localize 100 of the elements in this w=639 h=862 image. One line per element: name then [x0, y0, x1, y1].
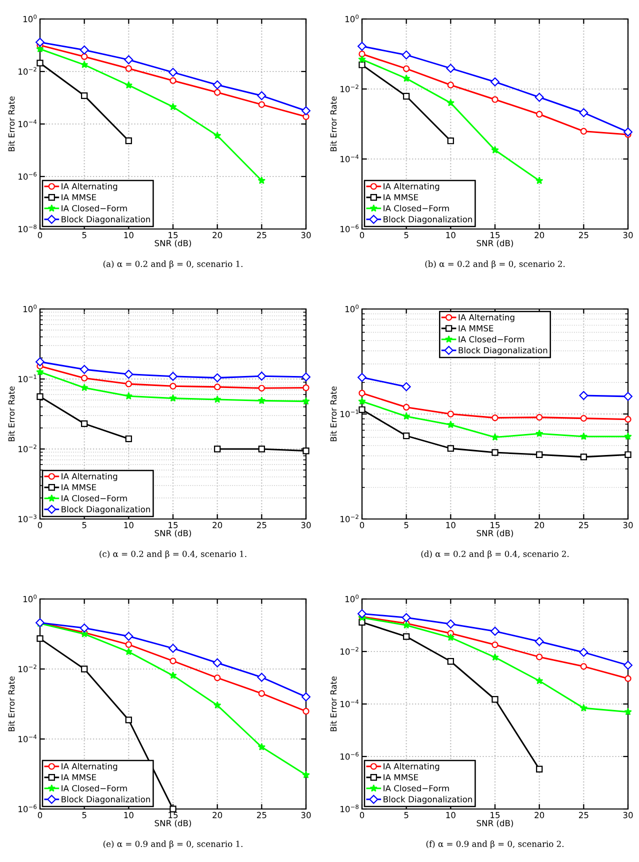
legend-label: IA Closed−Form — [384, 204, 449, 212]
y-tick-label: 10$^{−6}$ — [340, 752, 359, 760]
point — [624, 675, 632, 682]
point — [491, 146, 499, 154]
point — [491, 433, 499, 441]
point — [403, 633, 410, 640]
y-axis-title: Bit Error Rate — [330, 386, 337, 442]
point — [213, 395, 222, 403]
point — [624, 392, 632, 401]
point — [446, 420, 455, 428]
point — [402, 382, 411, 392]
point — [579, 108, 588, 118]
point — [124, 632, 134, 641]
point — [492, 696, 498, 703]
point — [490, 77, 500, 86]
point — [580, 414, 587, 422]
point — [258, 690, 265, 697]
x-tick-label: 10 — [446, 812, 456, 818]
point — [81, 666, 88, 672]
point — [302, 384, 310, 392]
x-axis-title: SNR (dB) — [476, 820, 514, 828]
point — [214, 446, 221, 452]
y-tick-label: 10$^{−8}$ — [18, 224, 37, 232]
point — [36, 38, 44, 47]
x-tick-label: 10 — [124, 232, 134, 238]
point — [169, 394, 177, 402]
point — [124, 648, 133, 656]
point — [258, 384, 265, 392]
point — [80, 624, 89, 633]
legend-label: IA Alternating — [384, 182, 440, 192]
point — [358, 372, 366, 382]
point — [447, 658, 454, 665]
x-tick-label: 25 — [256, 812, 266, 818]
x-tick-label: 20 — [534, 232, 544, 238]
y-axis-title: Bit Error Rate — [8, 96, 15, 152]
point — [168, 68, 178, 77]
point — [491, 653, 499, 661]
x-axis-title: SNR (dB) — [476, 240, 514, 248]
point — [403, 65, 410, 72]
point — [536, 766, 543, 772]
x-axis-title: SNR (dB) — [154, 530, 192, 538]
x-tick-label: 15 — [168, 232, 178, 238]
point — [580, 128, 587, 135]
y-tick-label: 10$^{0}$ — [345, 304, 359, 312]
y-tick-label: 10$^{−1}$ — [18, 374, 36, 382]
point — [302, 372, 310, 382]
legend-label: Block Diagonalization — [62, 506, 150, 514]
point — [536, 451, 543, 458]
point — [257, 372, 266, 381]
y-tick-label: 10$^{−2}$ — [18, 664, 36, 672]
point — [214, 384, 221, 390]
point — [580, 704, 588, 712]
point — [624, 128, 632, 137]
point — [534, 637, 544, 646]
y-tick-label: 10$^{−2}$ — [340, 84, 358, 92]
legend-label: IA Alternating — [458, 314, 514, 322]
point — [579, 391, 588, 400]
point — [258, 101, 265, 108]
point — [214, 89, 221, 96]
point — [170, 658, 176, 664]
point — [258, 176, 266, 184]
point — [302, 692, 310, 702]
point — [492, 414, 498, 422]
x-tick-label: 20 — [212, 232, 222, 238]
point — [36, 368, 44, 376]
point — [447, 138, 454, 144]
x-tick-label: 15 — [490, 812, 500, 818]
y-tick-label: 10$^{0}$ — [23, 304, 37, 312]
point — [358, 397, 366, 405]
x-tick-label: 5 — [82, 522, 86, 528]
point — [80, 364, 89, 374]
point — [624, 432, 632, 440]
x-tick-label: 30 — [623, 812, 633, 818]
x-tick-label: 15 — [490, 232, 500, 238]
point — [170, 382, 176, 390]
point — [302, 106, 310, 116]
point — [536, 654, 543, 660]
point — [535, 676, 544, 684]
x-tick-label: 30 — [623, 232, 633, 238]
point — [169, 102, 177, 110]
point — [80, 384, 88, 392]
legend-label: IA Closed−Form — [458, 336, 524, 342]
x-tick-label: 25 — [578, 812, 588, 818]
point — [402, 74, 410, 82]
legend-label: IA Alternating — [62, 472, 118, 482]
point — [403, 404, 410, 411]
y-tick-label: 10$^{0}$ — [345, 594, 359, 602]
x-tick-label: 30 — [301, 232, 311, 238]
x-tick-label: 10 — [446, 232, 456, 238]
point — [358, 390, 366, 396]
x-tick-label: 30 — [301, 522, 311, 528]
y-tick-label: 10$^{−2}$ — [18, 444, 36, 452]
point — [36, 393, 44, 400]
point — [81, 420, 88, 428]
point — [447, 82, 454, 88]
x-tick-label: 0 — [38, 232, 42, 238]
point — [302, 113, 310, 120]
point — [213, 701, 222, 709]
point — [36, 635, 44, 642]
point — [579, 648, 588, 657]
